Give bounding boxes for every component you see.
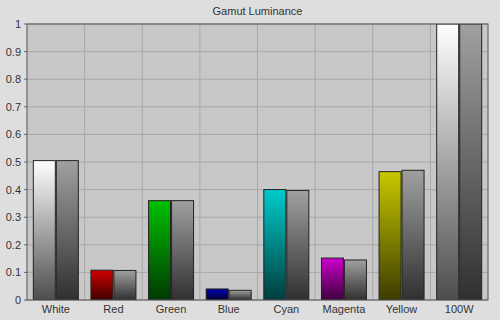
category-label: Yellow bbox=[386, 303, 417, 315]
category-divider bbox=[315, 24, 316, 300]
plot-frame bbox=[27, 24, 488, 300]
bar bbox=[402, 170, 424, 300]
tick-label: 0.1 bbox=[6, 266, 21, 278]
tick-label: 0.7 bbox=[6, 101, 21, 113]
bar bbox=[344, 260, 366, 300]
bar bbox=[91, 270, 113, 300]
bar bbox=[114, 270, 136, 300]
bar bbox=[149, 201, 171, 300]
bar bbox=[287, 190, 309, 300]
bar bbox=[172, 201, 194, 300]
bar bbox=[379, 172, 401, 300]
category-divider bbox=[372, 24, 373, 300]
chart-svg: Gamut Luminance 0 0.1 0.2 0.3 0.4 0.5 0.6 0.7 0.8… bbox=[0, 0, 500, 320]
chart-container: Gamut Luminance 0 0.1 0.2 0.3 0.4 0.5 0.6 0.7 0.8… bbox=[0, 0, 500, 320]
bar bbox=[229, 290, 251, 300]
category-divider bbox=[84, 24, 85, 300]
bar bbox=[437, 24, 459, 300]
tick-label: 1 bbox=[15, 18, 21, 30]
tick-label: 0.6 bbox=[6, 128, 21, 140]
tick-label: 0.2 bbox=[6, 239, 21, 251]
bar bbox=[56, 161, 78, 300]
tick-label: 0.4 bbox=[6, 184, 21, 196]
tick-label: 0.3 bbox=[6, 211, 21, 223]
bar bbox=[321, 258, 343, 300]
bar bbox=[460, 24, 482, 300]
category-label: Red bbox=[103, 303, 123, 315]
category-label: Cyan bbox=[273, 303, 299, 315]
bar bbox=[33, 161, 55, 300]
category-label: Magenta bbox=[323, 303, 367, 315]
category-divider bbox=[430, 24, 431, 300]
category-label: Green bbox=[156, 303, 187, 315]
bar bbox=[206, 289, 228, 300]
bar bbox=[264, 190, 286, 300]
tick-label: 0.8 bbox=[6, 73, 21, 85]
category-divider bbox=[199, 24, 200, 300]
category-divider bbox=[142, 24, 143, 300]
category-divider bbox=[257, 24, 258, 300]
tick-label: 0.9 bbox=[6, 46, 21, 58]
tick-label: 0 bbox=[15, 294, 21, 306]
category-label: 100W bbox=[445, 303, 474, 315]
category-label: White bbox=[42, 303, 70, 315]
plot-area bbox=[27, 24, 488, 300]
category-label: Blue bbox=[218, 303, 240, 315]
tick-label: 0.5 bbox=[6, 156, 21, 168]
title: Gamut Luminance bbox=[213, 5, 303, 17]
bars bbox=[33, 24, 481, 300]
